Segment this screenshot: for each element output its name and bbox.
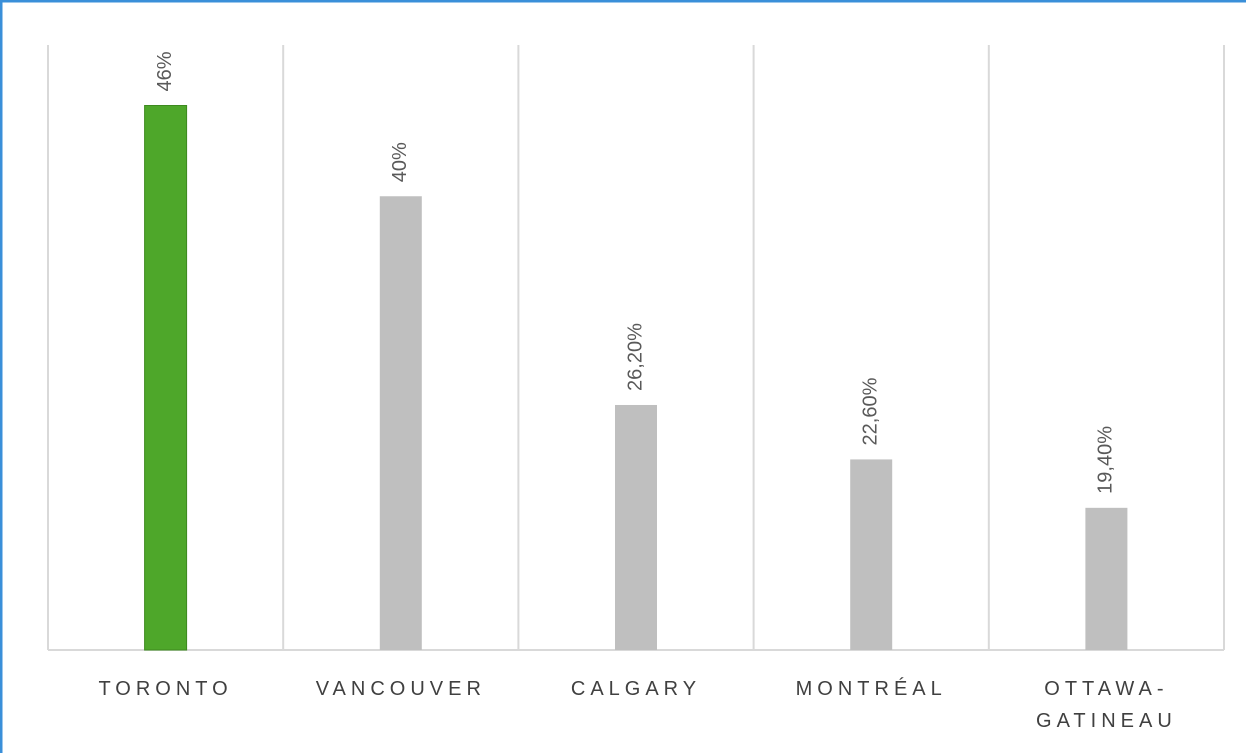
value-label: 22,60% bbox=[859, 377, 881, 445]
bar bbox=[850, 459, 893, 650]
x-tick-label: VANCOUVER bbox=[316, 678, 486, 700]
x-tick-label: TORONTO bbox=[98, 678, 232, 700]
value-label: 19,40% bbox=[1095, 426, 1117, 494]
label-line: OTTAWA- bbox=[1044, 678, 1168, 700]
bar bbox=[1085, 507, 1128, 650]
value-label: 40% bbox=[389, 142, 411, 182]
x-tick-label: MONTRÉAL bbox=[796, 677, 947, 700]
bar bbox=[615, 404, 657, 650]
bar bbox=[144, 105, 188, 651]
value-label: 26,20% bbox=[624, 323, 646, 391]
x-tick-label: CALGARY bbox=[571, 678, 701, 700]
bar bbox=[379, 196, 422, 650]
value-label: 46% bbox=[154, 51, 176, 91]
label-line: GATINEAU bbox=[1036, 710, 1177, 732]
x-tick-label: OTTAWA- GATINEAU bbox=[1036, 678, 1177, 732]
